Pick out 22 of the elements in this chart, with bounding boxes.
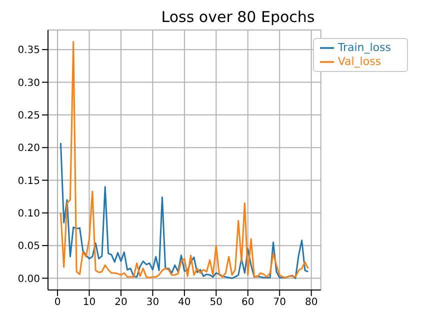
- y-tick-label: 0.00: [18, 274, 40, 285]
- legend-label: Val_loss: [338, 55, 382, 68]
- line-series: [60, 41, 309, 278]
- x-tick-label: 30: [146, 297, 160, 308]
- y-tick-label: 0.20: [18, 143, 40, 154]
- x-tick-label: 70: [273, 297, 286, 308]
- line-series: [60, 142, 309, 279]
- x-tick-label: 40: [178, 297, 191, 308]
- x-tick-label: 60: [242, 297, 254, 308]
- y-tick-label: 0.35: [18, 45, 40, 56]
- y-tick-label: 0.15: [18, 176, 40, 187]
- y-tick-label: 0.30: [18, 78, 40, 89]
- x-tick-label: 50: [210, 297, 223, 308]
- chart-title: Loss over 80 Epochs: [160, 8, 316, 28]
- x-tick-label: 20: [114, 297, 128, 308]
- legend-label: Train_loss: [338, 41, 391, 54]
- x-tick-label: 10: [82, 297, 96, 308]
- x-tick-label: 0: [54, 297, 61, 308]
- y-tick-label: 0.25: [18, 110, 40, 122]
- y-tick-label: 0.10: [18, 208, 40, 220]
- y-tick-label: 0.05: [18, 241, 40, 252]
- x-tick-label: 80: [304, 297, 318, 308]
